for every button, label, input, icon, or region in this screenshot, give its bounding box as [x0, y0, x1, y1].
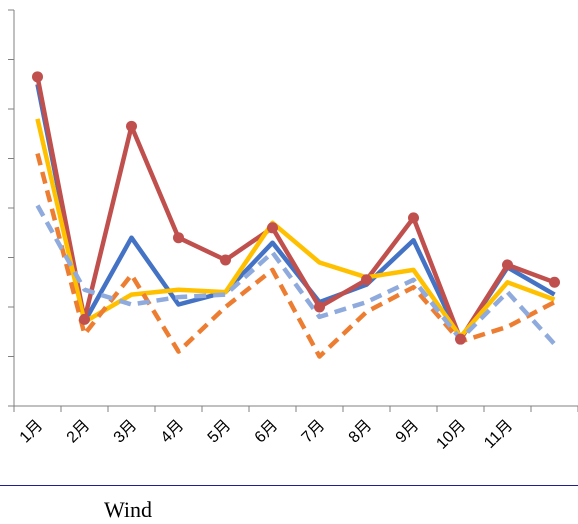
x-tick-label: 4月	[158, 417, 188, 447]
series-point-2	[408, 212, 419, 224]
series-point-2	[502, 259, 513, 271]
series-line-3	[35, 118, 556, 339]
series-point-2	[549, 276, 560, 288]
x-tick-label: 9月	[393, 417, 423, 447]
x-tick-label: 3月	[111, 417, 141, 447]
series-point-2	[220, 254, 231, 266]
x-tick-label: 8月	[346, 417, 376, 447]
series-point-2	[455, 333, 466, 345]
footer-label: Wind	[104, 497, 152, 522]
x-tick-label: 6月	[252, 417, 282, 447]
series-point-2	[314, 301, 325, 313]
series-point-2	[126, 120, 137, 132]
series-point-2	[79, 313, 90, 325]
x-tick-label: 11月	[481, 417, 516, 452]
series-point-2	[361, 274, 372, 286]
series-point-2	[173, 232, 184, 244]
x-tick-label: 2月	[64, 417, 94, 447]
series-line-4	[35, 153, 556, 359]
x-tick-label: 7月	[299, 417, 329, 447]
series-point-2	[32, 71, 43, 83]
x-tick-label: 10月	[433, 417, 469, 453]
series-line-1	[35, 83, 556, 342]
footer-divider	[0, 485, 578, 486]
x-tick-label: 1月	[17, 417, 47, 447]
x-tick-label: 5月	[205, 417, 235, 447]
series-line-5	[35, 204, 557, 346]
series-line-2	[35, 76, 556, 342]
series-point-2	[267, 222, 278, 234]
